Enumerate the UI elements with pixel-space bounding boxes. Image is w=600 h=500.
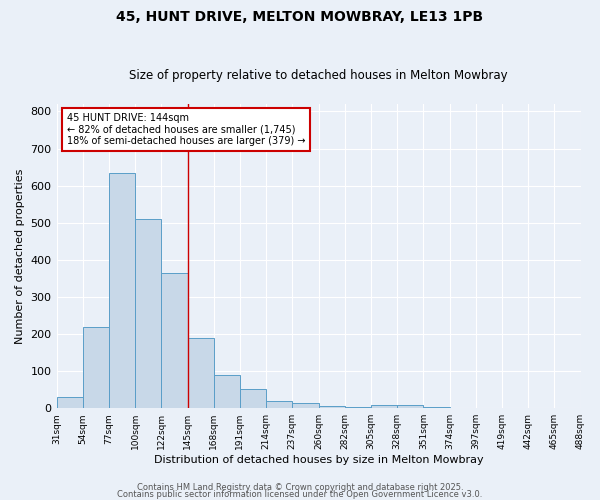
Bar [214, 375, 240, 408]
Bar [109, 172, 135, 408]
Y-axis label: Number of detached properties: Number of detached properties [15, 168, 25, 344]
Bar [397, 405, 424, 408]
Text: 45, HUNT DRIVE, MELTON MOWBRAY, LE13 1PB: 45, HUNT DRIVE, MELTON MOWBRAY, LE13 1PB [116, 10, 484, 24]
Bar [266, 401, 292, 408]
Bar [292, 402, 319, 408]
Bar [188, 338, 214, 408]
Bar [319, 406, 345, 408]
Bar [161, 273, 188, 408]
Bar [371, 405, 397, 408]
X-axis label: Distribution of detached houses by size in Melton Mowbray: Distribution of detached houses by size … [154, 455, 484, 465]
Bar [240, 389, 266, 408]
Text: 45 HUNT DRIVE: 144sqm
← 82% of detached houses are smaller (1,745)
18% of semi-d: 45 HUNT DRIVE: 144sqm ← 82% of detached … [67, 113, 305, 146]
Bar [83, 326, 109, 408]
Title: Size of property relative to detached houses in Melton Mowbray: Size of property relative to detached ho… [129, 69, 508, 82]
Text: Contains HM Land Registry data © Crown copyright and database right 2025.: Contains HM Land Registry data © Crown c… [137, 484, 463, 492]
Text: Contains public sector information licensed under the Open Government Licence v3: Contains public sector information licen… [118, 490, 482, 499]
Bar [135, 219, 161, 408]
Bar [56, 397, 83, 408]
